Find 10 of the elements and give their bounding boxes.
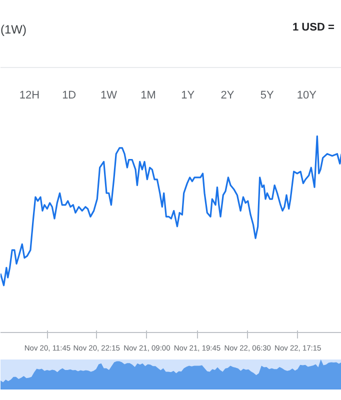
text: 1W	[100, 90, 118, 102]
chart-title: (1W)	[0, 22, 26, 36]
text: 5Y	[260, 90, 274, 102]
text: 10Y	[296, 90, 318, 102]
text: 1Y	[181, 90, 196, 102]
text: 2Y	[220, 90, 235, 102]
text: 1M	[140, 90, 156, 102]
text: 12H	[19, 90, 40, 102]
chart-subtitle: 1 USD =	[292, 22, 334, 34]
text: 1D	[62, 90, 76, 102]
